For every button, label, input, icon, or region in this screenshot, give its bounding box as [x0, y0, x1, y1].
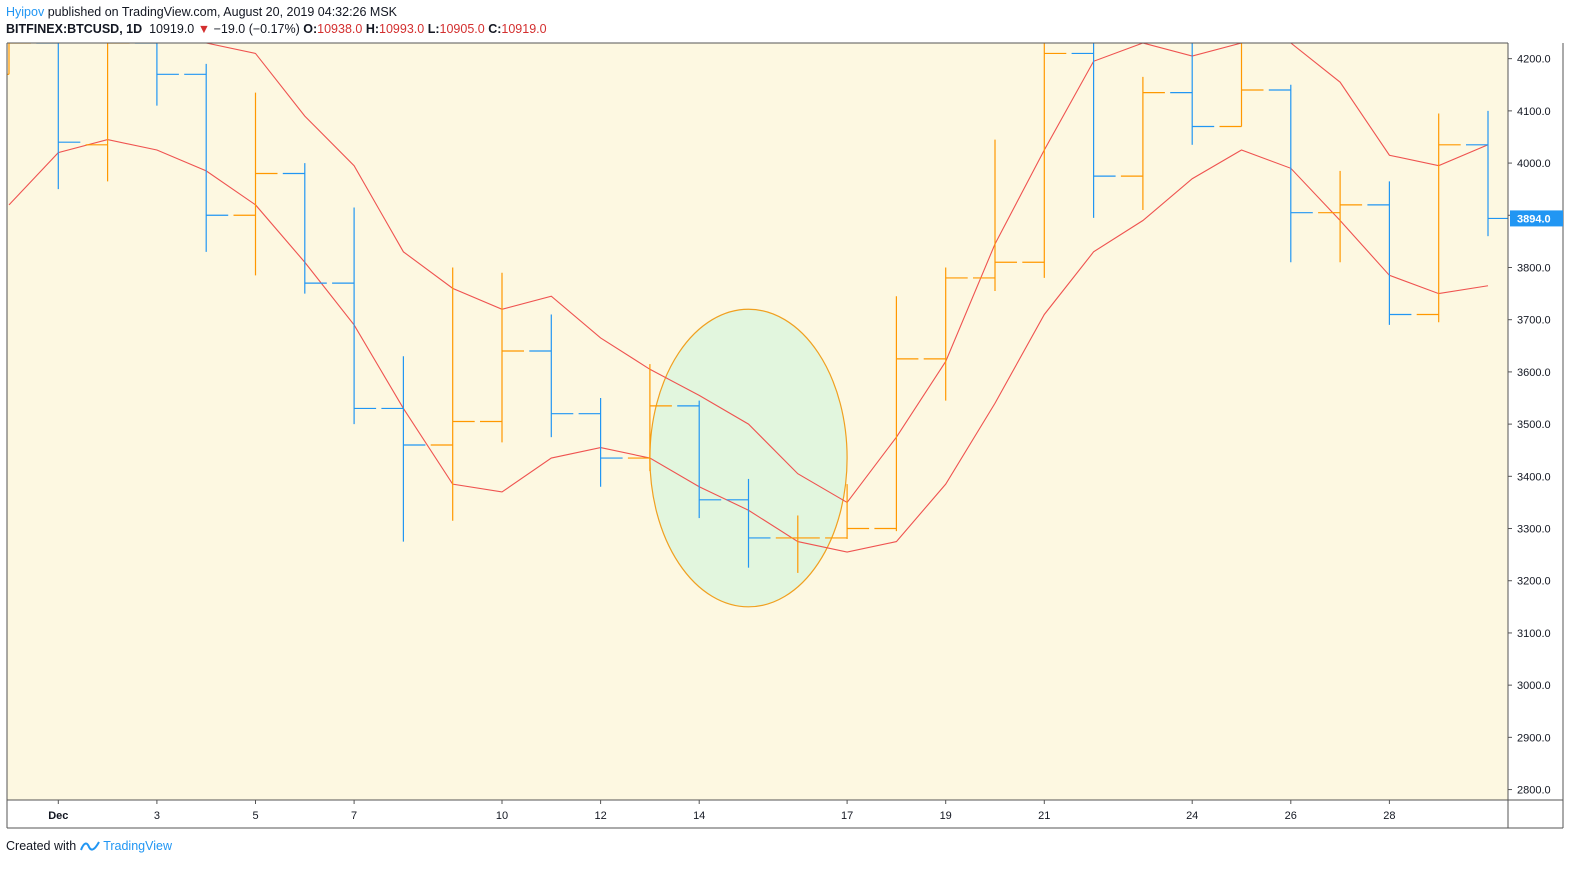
price-tick-label: 3100.0: [1517, 628, 1551, 640]
ohlc-bar: [480, 272, 524, 443]
time-tick-label: 7: [351, 810, 357, 822]
ohlc-bar: [1022, 43, 1067, 278]
symbol-legend: BITFINEX:BTCUSD, 1D 10919.0 ▼ −19.0 (−0.…: [6, 22, 547, 36]
price-tick-label: 3800.0: [1517, 262, 1551, 274]
time-tick-label: 19: [940, 810, 952, 822]
price-tick-label: 3700.0: [1517, 315, 1551, 327]
ma-line-2: [9, 43, 1489, 504]
open-label: O:: [303, 22, 318, 36]
last-value: 10919.0: [149, 22, 195, 36]
tradingview-brand: TradingView: [103, 839, 172, 853]
time-tick-label: 17: [841, 810, 853, 822]
time-tick-label: 12: [594, 810, 606, 822]
ohlc-bar: [1219, 43, 1264, 128]
publish-line: Hyipov published on TradingView.com, Aug…: [6, 5, 397, 19]
time-tick-label: 26: [1285, 810, 1297, 822]
time-tick-label: 24: [1186, 810, 1198, 822]
time-tick-label: Dec: [48, 810, 68, 822]
price-tick-label: 4200.0: [1517, 54, 1551, 66]
close-value: 10919.0: [501, 22, 547, 36]
price-tick-label: 2800.0: [1517, 785, 1551, 797]
ohlc-bar: [1416, 113, 1461, 323]
down-arrow-icon: ▼: [197, 22, 211, 36]
ohlc-bar: [775, 515, 820, 573]
price-bars: [7, 43, 1508, 573]
last-price-label: 3894.0: [1517, 213, 1551, 225]
ohlc-bar: [825, 484, 870, 539]
tradingview-logo-link[interactable]: TradingView: [80, 839, 172, 853]
ohlc-bar: [381, 356, 426, 542]
high-value: 10993.0: [379, 22, 425, 36]
ohlc-bar: [134, 43, 179, 106]
ohlc-bar: [1367, 181, 1412, 325]
price-tick-label: 3300.0: [1517, 524, 1551, 536]
price-tick-label: 3000.0: [1517, 680, 1551, 692]
ohlc-bar: [1120, 76, 1165, 211]
ohlc-bar: [7, 43, 31, 75]
low-label: L:: [427, 22, 440, 36]
price-axis[interactable]: 4200.04100.04000.03900.03800.03700.03600…: [1508, 54, 1551, 797]
ohlc-bar: [874, 296, 919, 532]
ohlc-bar: [36, 43, 81, 190]
created-with-text: Created with: [6, 839, 77, 853]
high-label: H:: [365, 22, 380, 36]
time-tick-label: 28: [1383, 810, 1395, 822]
author-link[interactable]: Hyipov: [6, 5, 45, 19]
ohlc-bar: [184, 63, 229, 252]
price-tick-label: 4000.0: [1517, 158, 1551, 170]
ohlc-bar: [973, 139, 1017, 291]
ohlc-bar: [85, 43, 130, 182]
last-price-marker: 3894.0: [1510, 210, 1563, 227]
ohlc-bar: [332, 207, 377, 425]
footer: Created with TradingView: [6, 839, 172, 853]
time-axis[interactable]: Dec 3 5 7 10 12 14 17 19 21 24 26 28: [48, 800, 1396, 822]
price-tick-label: 3200.0: [1517, 576, 1551, 588]
ohlc-bar: [1318, 170, 1363, 263]
price-tick-label: 3600.0: [1517, 367, 1551, 379]
time-tick-label: 10: [496, 810, 508, 822]
last-price-badge: [1510, 210, 1563, 227]
ohlc-bar: [923, 267, 968, 401]
ohlc-bar: [627, 364, 672, 472]
close-label: C:: [488, 22, 502, 36]
time-tick-label: 14: [693, 810, 705, 822]
price-tick-label: 2900.0: [1517, 732, 1551, 744]
low-value: 10905.0: [439, 22, 485, 36]
time-tick-label: 5: [252, 810, 258, 822]
published-text: published on TradingView.com, August 20,…: [47, 5, 398, 19]
time-tick-label: 3: [154, 810, 160, 822]
price-tick-label: 3400.0: [1517, 471, 1551, 483]
ohlc-bar: [578, 398, 623, 487]
open-value: 10938.0: [317, 22, 363, 36]
ohlc-bar: [677, 400, 722, 519]
change-value: −19.0 (−0.17%): [213, 22, 300, 36]
ohlc-bar: [726, 478, 771, 568]
symbol-label[interactable]: BITFINEX:BTCUSD, 1D: [6, 22, 143, 36]
price-tick-label: 4100.0: [1517, 106, 1551, 118]
ohlc-bar: [233, 92, 278, 276]
time-tick-label: 21: [1038, 810, 1050, 822]
tradingview-icon: [80, 841, 101, 851]
ohlc-bar: [430, 267, 475, 521]
ohlc-bar: [529, 314, 574, 438]
ohlc-bar: [1071, 43, 1116, 218]
ohlc-bar: [1466, 110, 1508, 237]
price-tick-label: 3500.0: [1517, 419, 1551, 431]
ohlc-bar: [1170, 43, 1215, 145]
ohlc-bar: [282, 163, 327, 294]
ohlc-bar: [1268, 84, 1313, 263]
